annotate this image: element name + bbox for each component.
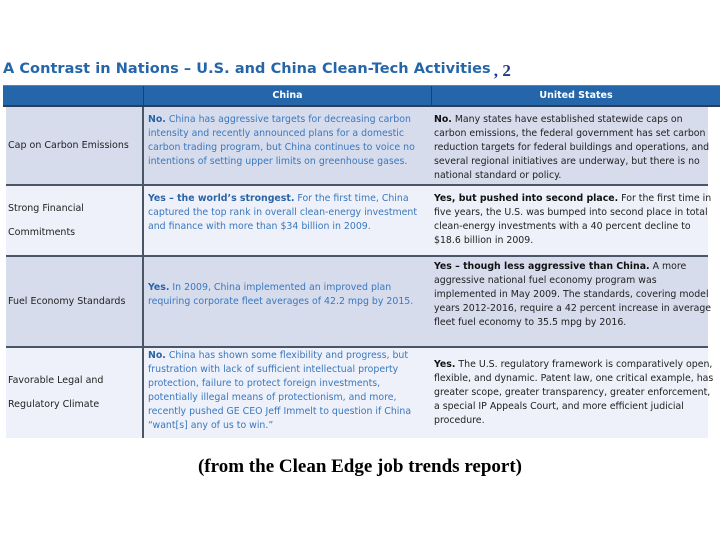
header-united-states: United States [539, 90, 613, 101]
china-cell: No. China has aggressive targets for dec… [148, 114, 415, 167]
header-divider [143, 86, 144, 106]
table-row: Cap on Carbon Emissions No. China has ag… [6, 107, 709, 186]
page-title: A Contrast in Nations – U.S. and China C… [3, 58, 511, 80]
us-cell: Yes – though less aggressive than China.… [434, 261, 712, 328]
row-label: Strong Financial Commitments [8, 203, 84, 238]
china-cell: Yes – the world’s strongest. For the fir… [148, 193, 418, 232]
row-separator [6, 184, 708, 186]
header-china: China [272, 90, 303, 101]
header-empty [3, 86, 143, 106]
column-divider [142, 107, 144, 185]
row-label: Fuel Economy Standards [8, 296, 126, 307]
table-row: Fuel Economy Standards Yes. In 2009, Chi… [6, 257, 711, 348]
title-reference: , 2 [493, 61, 511, 80]
row-separator [6, 346, 708, 348]
row-label: Favorable Legal and Regulatory Climate [8, 375, 104, 410]
china-cell: Yes. In 2009, China implemented an impro… [148, 282, 414, 307]
table-row: Strong Financial Commitments Yes – the w… [6, 186, 711, 257]
us-cell: No. Many states have established statewi… [434, 114, 710, 181]
row-label: Cap on Carbon Emissions [8, 140, 129, 151]
header-divider [431, 86, 432, 106]
row-separator [6, 255, 708, 257]
china-cell: No. China has shown some flexibility and… [148, 350, 412, 431]
table-row: Favorable Legal and Regulatory Climate N… [6, 348, 713, 438]
column-divider [142, 348, 144, 438]
title-text: A Contrast in Nations – U.S. and China C… [3, 61, 491, 77]
us-cell: Yes. The U.S. regulatory framework is co… [434, 359, 714, 426]
column-divider [142, 257, 144, 347]
table-header: China United States [3, 85, 720, 107]
column-divider [142, 186, 144, 256]
us-cell: Yes, but pushed into second place. For t… [434, 193, 712, 246]
source-caption: (from the Clean Edge job trends report) [197, 456, 523, 477]
